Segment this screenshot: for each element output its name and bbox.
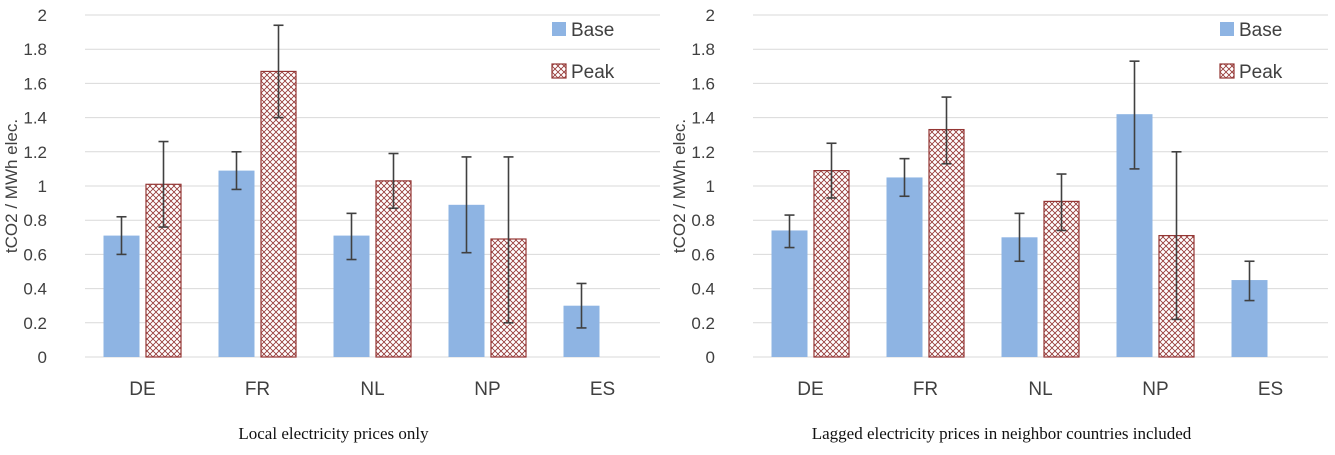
y-tick-label: 0.6 [23,245,47,264]
bar-peak [813,170,850,358]
error-bar [784,214,795,249]
y-tick-label: 2 [38,6,47,25]
legend-swatch-base [552,22,566,36]
x-tick-label: FR [913,379,938,400]
x-tick-label: FR [245,379,270,400]
x-tick-label: NL [360,379,384,400]
y-tick-label: 0 [706,348,715,367]
y-tick-label: 0.4 [23,280,47,299]
bar-peak [928,128,965,358]
error-bar [346,212,357,261]
x-tick-label: NP [1142,379,1168,400]
error-bar [158,140,169,228]
x-tick-label: DE [129,379,155,400]
y-tick-label: 1.2 [23,143,47,162]
bar-peak [375,180,412,358]
y-axis-label: tCO2 / MWh elec. [670,119,689,253]
legend-swatch-peak [1219,63,1235,79]
y-tick-label: 0.2 [691,314,715,333]
y-tick-label: 0.6 [691,245,715,264]
legend-label-peak: Peak [571,62,615,83]
y-tick-label: 1.4 [691,109,715,128]
error-bar [576,282,587,329]
error-bar [826,142,837,199]
bar-base [218,170,255,357]
bar-base [886,177,923,357]
error-bar [116,215,127,256]
bar-base [771,230,808,357]
error-bar [503,156,514,324]
error-bar [899,157,910,198]
y-tick-label: 1.4 [23,109,47,128]
error-bar [231,151,242,191]
error-bar [1129,60,1140,170]
error-bar [461,156,472,254]
bar-base [103,235,140,357]
x-tick-label: NP [474,379,500,400]
legend-swatch-peak [551,63,567,79]
y-tick-label: 2 [706,6,715,25]
bar-chart-local: 0 0.2 0.4 0.6 0.8 1 1.2 1.4 1.6 1.8 2 tCO2 / MWh el… [2,6,660,400]
y-tick-label: 1.2 [691,143,715,162]
error-bar [388,152,399,210]
y-tick-label: 0 [38,348,47,367]
x-tick-label: NL [1028,379,1052,400]
bar-peak [260,70,297,358]
x-tick-label: ES [1258,379,1283,400]
error-bar [273,24,284,119]
error-bar [941,96,952,165]
legend-label-base: Base [1239,20,1282,41]
legend-label-peak: Peak [1239,62,1283,83]
y-tick-label: 1 [38,177,47,196]
y-tick-label: 0.8 [23,211,47,230]
error-bar [1171,151,1182,321]
error-bar [1014,212,1025,263]
error-bar [1056,173,1067,232]
legend-label-base: Base [571,20,614,41]
chart-panel-lagged: 0 0.2 0.4 0.6 0.8 1 1.2 1.4 1.6 1.8 2 tCO2 / MWh el… [668,0,1335,455]
bar-chart-lagged: 0 0.2 0.4 0.6 0.8 1 1.2 1.4 1.6 1.8 2 tCO2 / MWh el… [670,6,1328,400]
chart-panel-local: 0 0.2 0.4 0.6 0.8 1 1.2 1.4 1.6 1.8 2 tCO2 / MWh el… [0,0,667,455]
x-tick-label: DE [797,379,823,400]
y-tick-label: 1.8 [691,40,715,59]
y-tick-label: 0.4 [691,280,715,299]
y-tick-label: 1 [706,177,715,196]
x-tick-label: ES [590,379,615,400]
error-bar [1244,260,1255,302]
chart-caption-local: Local electricity prices only [238,424,429,443]
chart-caption-lagged: Lagged electricity prices in neighbor co… [811,424,1192,443]
y-tick-label: 1.6 [23,74,47,93]
legend-swatch-base [1220,22,1234,36]
y-axis-label: tCO2 / MWh elec. [2,119,21,253]
y-tick-label: 1.6 [691,74,715,93]
y-tick-label: 0.8 [691,211,715,230]
y-tick-label: 0.2 [23,314,47,333]
y-tick-label: 1.8 [23,40,47,59]
